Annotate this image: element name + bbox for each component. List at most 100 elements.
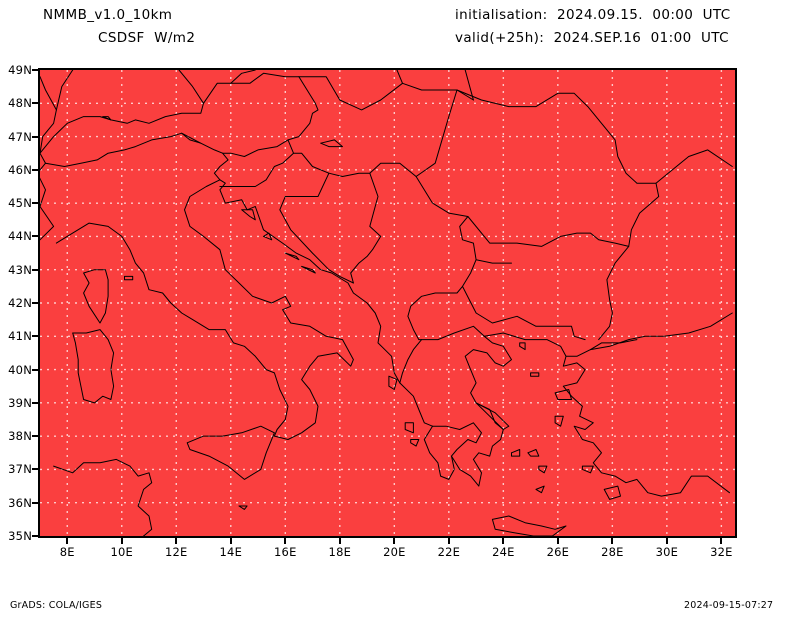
coastline-path: [519, 342, 526, 351]
coastline-path: [40, 72, 474, 164]
coastline-path: [554, 389, 572, 400]
coastline-path: [102, 116, 112, 121]
x-axis-tick-mark: [611, 538, 614, 544]
coastline-path: [55, 179, 401, 440]
x-axis-tick-mark: [229, 538, 232, 544]
initialisation-time-label: initialisation: 2024.09.15. 00:00 UTC: [455, 7, 731, 23]
coastline-path: [423, 425, 455, 480]
y-axis-tick-mark: [32, 335, 38, 338]
coastline-path: [83, 269, 109, 324]
y-axis-tick-mark: [32, 501, 38, 504]
y-axis-tick-mark: [32, 202, 38, 205]
y-axis-tick-mark: [32, 535, 38, 537]
y-axis-tick-label: 46N: [8, 162, 32, 177]
render-timestamp-label: 2024-09-15-07:27: [684, 600, 774, 611]
map-plot-area[interactable]: [38, 68, 737, 538]
grads-credit-label: GrADS: COLA/IGES: [10, 600, 103, 611]
y-axis-tick-mark: [32, 235, 38, 238]
header-block: NMMB_v1.0_10km CSDSF W/m2 initialisation…: [0, 0, 800, 60]
y-axis-tick-mark: [32, 69, 38, 71]
x-axis-tick-mark: [502, 538, 505, 544]
coastline-path: [222, 139, 289, 157]
y-axis-tick-label: 35N: [8, 529, 32, 543]
coastline-path: [388, 375, 398, 390]
x-axis-tick-label: 8E: [59, 545, 75, 559]
x-axis-tick-mark: [120, 538, 123, 544]
y-axis-tick-label: 49N: [8, 63, 32, 77]
gridlines-layer: [40, 70, 735, 536]
y-axis-tick-mark: [32, 268, 38, 271]
x-axis-tick-label: 16E: [274, 545, 297, 559]
coastline-path: [407, 176, 477, 341]
coastline-path: [40, 70, 74, 154]
y-axis-tick-label: 41N: [8, 329, 32, 344]
coastline-path: [241, 209, 256, 221]
x-axis-tick-label: 14E: [219, 545, 243, 559]
valid-time-label: valid(+25h): 2024.SEP.16 01:00 UTC: [455, 30, 729, 46]
coastline-path: [40, 132, 229, 241]
y-axis-tick-label: 48N: [8, 96, 32, 111]
x-axis-tick-mark: [66, 538, 69, 544]
coastline-path: [40, 76, 57, 111]
x-axis-tick-mark: [393, 538, 396, 544]
x-axis-tick-mark: [556, 538, 559, 544]
coastline-path: [53, 458, 153, 536]
coastline-path: [527, 449, 540, 457]
x-axis-tick-mark: [284, 538, 287, 544]
coastline-path: [238, 505, 248, 510]
coastline-path: [219, 152, 294, 187]
y-axis-tick-label: 38N: [8, 429, 32, 444]
coastline-path: [230, 70, 256, 84]
coastline-path: [350, 172, 382, 284]
coastline-path: [421, 325, 485, 341]
coastline-path: [396, 70, 403, 84]
coastline-layer: [40, 70, 733, 536]
coastline-path: [399, 335, 512, 487]
coastline-path: [483, 312, 733, 357]
x-axis-tick-label: 24E: [492, 545, 515, 559]
coastline-path: [467, 216, 630, 247]
y-axis-tick-mark: [32, 468, 38, 471]
x-axis-tick-label: 18E: [328, 545, 352, 559]
field-variable-label: CSDSF W/m2: [98, 30, 196, 46]
coastline-path: [410, 439, 420, 447]
x-axis-tick-mark: [720, 538, 723, 544]
coastline-path: [511, 449, 521, 457]
x-axis-tick-label: 10E: [110, 545, 133, 559]
coastline-path: [178, 70, 204, 104]
y-axis-tick-mark: [32, 435, 38, 438]
coastline-path: [475, 259, 512, 264]
y-axis-tick-label: 45N: [8, 196, 32, 211]
y-axis-tick-label: 37N: [8, 462, 32, 477]
x-axis-tick-mark: [447, 538, 450, 544]
coastline-path: [320, 139, 343, 148]
x-axis-tick-label: 28E: [601, 545, 624, 559]
y-axis-tick-label: 40N: [8, 362, 32, 377]
y-axis-tick-label: 43N: [8, 262, 32, 277]
y-axis-tick-label: 44N: [8, 229, 32, 244]
coastline-path: [491, 515, 567, 536]
coastline-path: [554, 415, 564, 427]
coastline-path: [124, 275, 134, 281]
coastline-path: [287, 76, 458, 177]
coastline-path: [590, 339, 638, 351]
data-fill-layer: [40, 70, 735, 536]
y-axis-tick-label: 36N: [8, 495, 32, 510]
coastline-path: [399, 339, 423, 384]
y-axis-tick-label: 42N: [8, 296, 32, 310]
x-axis-tick-label: 30E: [655, 545, 679, 559]
coastline-path: [284, 252, 300, 261]
coastline-path: [263, 232, 273, 241]
coastline-path: [562, 355, 730, 497]
coastline-path: [181, 132, 202, 144]
coastline-path: [538, 465, 548, 474]
x-axis-tick-mark: [175, 538, 178, 544]
coastline-path: [462, 285, 586, 341]
coastline-path: [581, 465, 594, 474]
y-axis-tick-mark: [32, 401, 38, 404]
x-axis-tick-label: 22E: [437, 545, 461, 559]
coastline-path: [603, 485, 621, 500]
coastline-path: [186, 425, 275, 480]
coastline-path: [456, 89, 657, 184]
y-axis-tick-mark: [32, 135, 38, 138]
